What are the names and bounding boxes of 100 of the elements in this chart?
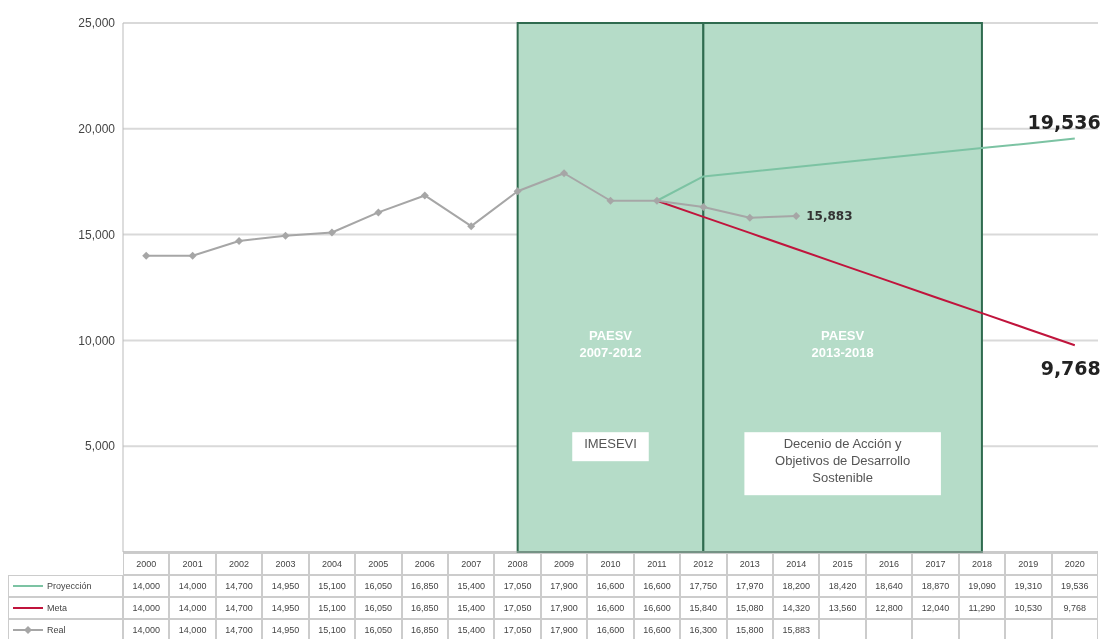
annotation: Decenio de Acción y Objetivos de Desarrollo Sostenible [775,436,911,486]
data-label: 16,600 [633,575,681,597]
x-tick-label: 2010 [587,553,634,575]
text: 14,000 [178,603,207,613]
point [606,196,615,205]
x-tick-label: 2011 [633,553,681,575]
text: 17,900 [550,581,578,591]
y-tick-label: 10,000 [78,333,116,348]
y-tick-label: 20,000 [78,122,116,137]
x-tick-label: 2003 [262,553,309,575]
data-label: 16,850 [401,619,448,639]
y-tick-label: 25,000 [78,16,116,31]
point [188,251,197,260]
text: 16,600 [596,581,625,591]
x-tick-label: 2008 [494,553,541,575]
x-tick-label: 2014 [773,553,820,575]
data-label: 19,536 [1051,575,1098,597]
data-label: 14,700 [215,619,263,639]
x-tick-label: 2013 [726,553,773,575]
annotation: IMESEVI [584,436,637,452]
x-tick-label: 2006 [401,553,448,575]
data-label: 17,900 [540,619,588,639]
x-tick-label: 2001 [169,553,216,575]
text: 16,050 [364,603,393,613]
data-label: 16,600 [633,597,681,619]
text: 14,000 [178,581,207,591]
text: 17,050 [503,603,532,613]
data-label: 15,883 [773,619,820,639]
data-label: 16,300 [680,619,727,639]
data-label: 16,600 [633,619,681,639]
data-label: 14,000 [123,619,170,639]
x-tick-label: 2015 [819,553,866,575]
data-label: 18,420 [819,575,866,597]
y-tick-label: 5,000 [84,439,116,454]
point [327,228,336,237]
data-label: 11,290 [958,597,1006,619]
point [745,213,754,222]
band-label: PAESV 2013-2018 [811,328,874,361]
data-label: 18,200 [773,575,820,597]
data-label: 17,970 [726,575,773,597]
legend-label: Real [46,625,66,635]
x-tick-label: 2005 [355,553,402,575]
point [792,211,801,220]
data-label: 15,080 [726,597,773,619]
text: 15,883 [806,208,853,223]
x-tick-label: 2016 [865,553,913,575]
x-tick-label: 2018 [958,553,1006,575]
x-tick-label: 2000 [123,553,170,575]
text: 19,536 [1027,110,1101,133]
x-tick-label: 2007 [448,553,495,575]
x-tick-label: 2017 [912,553,959,575]
data-label: 19,310 [1005,575,1052,597]
data-label: 17,050 [494,619,541,639]
point [281,231,290,240]
text: 15,100 [318,581,346,591]
point [467,222,476,231]
data-label: 15,840 [680,597,727,619]
data-label: 10,530 [1005,597,1052,619]
text: 17,050 [503,581,532,591]
text: 15,400 [457,581,485,591]
data-label: 9,768 [1051,597,1098,619]
data-label: 13,560 [819,597,866,619]
legend-label: Proyección [46,581,92,591]
text: 14,000 [132,581,160,591]
text: 16,850 [411,603,439,613]
point [374,208,383,217]
x-tick-label: 2019 [1005,553,1052,575]
data-label: 18,640 [865,575,913,597]
x-tick-label: 2004 [308,553,356,575]
data-label: 12,800 [865,597,913,619]
band-label: PAESV 2007-2012 [579,328,642,361]
y-tick-label: 15,000 [78,227,116,242]
text: 17,900 [550,603,578,613]
point [560,169,569,178]
x-tick-label: 2002 [215,553,263,575]
legend-label: Meta [46,603,68,613]
data-label: 17,750 [680,575,727,597]
data-label: 15,800 [726,619,773,639]
data-label: 15,400 [448,619,495,639]
data-label: 15,100 [308,619,356,639]
x-tick-label: 2020 [1051,553,1098,575]
point [699,203,708,212]
data-label: 14,000 [169,619,216,639]
data-label: 18,870 [912,575,959,597]
text: 15,100 [318,603,346,613]
data-label: 14,950 [262,619,309,639]
text: 9,768 [1040,357,1101,380]
point [420,191,429,200]
text: 16,050 [364,581,393,591]
text: 14,700 [225,603,253,613]
point [513,187,522,196]
text: 16,850 [411,581,439,591]
x-tick-label: 2012 [680,553,727,575]
text: 14,700 [225,581,253,591]
text: 14,950 [271,581,300,591]
data-label: 16,050 [355,619,402,639]
data-label: 14,320 [773,597,820,619]
text: 14,000 [132,603,160,613]
data-label: 19,090 [958,575,1006,597]
text: 14,950 [271,603,300,613]
